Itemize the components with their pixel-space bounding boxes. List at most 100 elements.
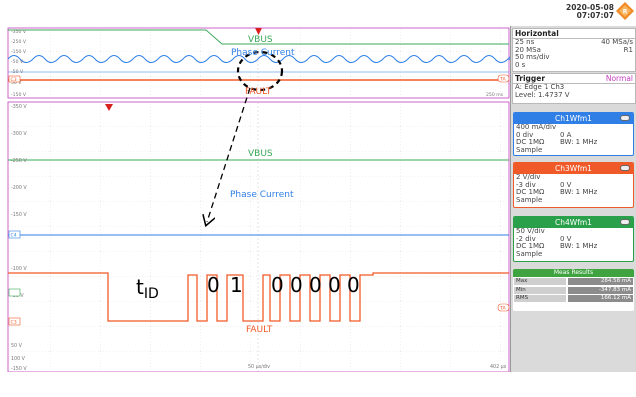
trigger-mode: Normal bbox=[605, 74, 633, 83]
zoom-right-label: 250 ms bbox=[486, 92, 504, 98]
ch1-row: 0 div 0 A bbox=[514, 130, 633, 140]
zoom-y-label: -50 V bbox=[11, 69, 24, 75]
horizontal-row: 0 s bbox=[513, 60, 635, 70]
ch4-row: Sample bbox=[514, 249, 633, 259]
meas-title: Meas Results bbox=[553, 269, 594, 276]
bit-2: 0 bbox=[271, 273, 284, 297]
x-center-label: 50 µs/div bbox=[248, 364, 270, 370]
main-y-label: -350 V bbox=[11, 104, 27, 110]
ch4-val: Sample bbox=[516, 249, 543, 258]
zoom-c3-marker-label: C3 bbox=[11, 77, 17, 83]
vbus-label: VBUS bbox=[248, 149, 273, 159]
h-left: 0 s bbox=[515, 60, 526, 69]
ch4-toggle-icon[interactable] bbox=[620, 219, 630, 225]
bit-0: 0 bbox=[207, 273, 220, 297]
zoom-y-axis-labels: -350 V -250 V -150 V -50 V -50 V 50 V -1… bbox=[11, 29, 27, 98]
h-left: 50 ms/div bbox=[515, 53, 550, 62]
ch1-val: Sample bbox=[516, 145, 543, 154]
bit-3: 0 bbox=[290, 273, 303, 297]
x-right-label: 402 µs bbox=[490, 364, 507, 370]
zoom-y-label: -350 V bbox=[11, 29, 27, 35]
main-y-label: -100 V bbox=[11, 266, 27, 272]
zoom-y-label: -150 V bbox=[11, 49, 27, 55]
meas-value: 284.58 mA bbox=[568, 278, 633, 285]
ch1-val: DC 1MΩ bbox=[516, 138, 545, 147]
h-left: 25 ns bbox=[515, 38, 535, 47]
main-window[interactable]: VBUS Phase Current FAULT tID 0 1 0 0 0 0… bbox=[7, 87, 510, 372]
ch3-val: Sample bbox=[516, 195, 543, 204]
meas-row: RMS 166.12 mA bbox=[514, 295, 633, 303]
datetime: 2020-05-08 07:07:07 bbox=[566, 4, 614, 20]
meas-results-box[interactable]: Meas Results Max 284.58 mA Min -347.83 mA … bbox=[513, 269, 634, 311]
zoom-ta-marker[interactable] bbox=[497, 74, 510, 83]
meas-key: Min bbox=[514, 286, 566, 294]
c3-marker-label: C3 bbox=[11, 320, 17, 326]
main-trigger-marker bbox=[105, 104, 113, 111]
meas-row: Max 284.58 mA bbox=[514, 278, 633, 286]
meas-row: Min -347.83 mA bbox=[514, 286, 633, 295]
trigger-title: Trigger Normal bbox=[513, 74, 635, 85]
ch3-row: 2 V/div bbox=[514, 173, 633, 182]
main-y-label: -150 V bbox=[11, 212, 27, 218]
ch1-val2: 0 A bbox=[560, 130, 572, 139]
ch3-val: -3 div bbox=[516, 180, 536, 189]
zoom-arrow bbox=[207, 87, 251, 222]
trigger-box[interactable]: Trigger Normal A: Edge ⮧ Ch3 Level: 1.473… bbox=[512, 73, 636, 104]
zoom-ta-marker-label: TA bbox=[499, 77, 506, 83]
c3-marker[interactable] bbox=[8, 317, 21, 326]
ch3-row: -3 div 0 V bbox=[514, 180, 633, 190]
fault-trace bbox=[8, 272, 509, 322]
ch4-val: DC 1MΩ bbox=[516, 242, 545, 251]
zoom-y-label: -150 V bbox=[11, 92, 27, 98]
main-y-label: -200 V bbox=[11, 185, 27, 191]
ch1-toggle-icon[interactable] bbox=[620, 115, 630, 121]
ch1-box[interactable]: Ch1Wfm1 400 mA/div 0 div 0 A DC 1MΩ BW: 1 … bbox=[513, 112, 634, 156]
zoom-vbus-trace bbox=[8, 29, 509, 45]
settings-panel: Horizontal 25 ns 40 MSa/s 20 MSa R1 50 ms/… bbox=[510, 26, 636, 372]
ch4-title: Ch4Wfm1 bbox=[555, 218, 592, 227]
ta-marker[interactable] bbox=[497, 303, 510, 312]
waveform-display[interactable]: VBUS Phase Current FAULT -350 V -250 V -… bbox=[0, 26, 510, 372]
bit-4: 0 bbox=[309, 273, 322, 297]
bit-5: 0 bbox=[328, 273, 341, 297]
horizontal-row: 50 ms/div bbox=[513, 54, 635, 62]
ch3-header: Ch3Wfm1 bbox=[514, 163, 633, 174]
zoom-phase-label: Phase Current bbox=[231, 48, 295, 58]
tid-main: t bbox=[136, 275, 144, 299]
horizontal-box[interactable]: Horizontal 25 ns 40 MSa/s 20 MSa R1 50 ms/… bbox=[512, 28, 636, 72]
ch3-val: 2 V/div bbox=[516, 173, 541, 181]
main-y-label: 100 V bbox=[11, 356, 26, 362]
date-text: 2020-05-08 bbox=[566, 3, 614, 12]
h-right: 40 MSa/s bbox=[601, 38, 633, 47]
c1-marker[interactable] bbox=[8, 288, 21, 297]
bottom-bar bbox=[0, 372, 636, 397]
zoom-y-label: -50 V bbox=[11, 59, 24, 65]
ch3-toggle-icon[interactable] bbox=[620, 165, 630, 171]
meas-value: 166.12 mA bbox=[568, 295, 633, 303]
highlight-ellipse bbox=[236, 50, 284, 92]
main-y-label: -250 V bbox=[11, 158, 27, 164]
ch3-row: DC 1MΩ BW: 1 MHz bbox=[514, 188, 633, 197]
tid-sub: ID bbox=[144, 286, 159, 302]
c4-marker[interactable] bbox=[8, 230, 21, 239]
zoom-y-label: 50 V bbox=[11, 80, 22, 86]
phase-current-label: Phase Current bbox=[230, 190, 294, 200]
zoom-window[interactable]: VBUS Phase Current FAULT -350 V -250 V -… bbox=[7, 27, 510, 99]
trigger-level: Level: 1.4737 V bbox=[515, 90, 570, 99]
main-y-label: 50 V bbox=[11, 343, 23, 349]
horizontal-row: 20 MSa R1 bbox=[513, 46, 635, 55]
ch3-box[interactable]: Ch3Wfm1 2 V/div -3 div 0 V DC 1MΩ BW: 1 MH… bbox=[513, 162, 634, 208]
ch3-val2: 0 V bbox=[560, 180, 572, 189]
ch3-val: DC 1MΩ bbox=[516, 188, 545, 197]
ch3-val2: BW: 1 MHz bbox=[560, 188, 598, 197]
rs-logo-icon: R bbox=[616, 2, 634, 20]
zoom-y-label: -250 V bbox=[11, 39, 27, 45]
time-text: 07:07:07 bbox=[576, 11, 614, 20]
top-bar: 2020-05-08 07:07:07 R bbox=[0, 0, 636, 26]
ch4-row: 50 V/div bbox=[514, 227, 633, 236]
ch4-box[interactable]: Ch4Wfm1 50 V/div -2 div 0 V DC 1MΩ BW: 1 M… bbox=[513, 216, 634, 262]
horizontal-row: 25 ns 40 MSa/s bbox=[513, 38, 635, 47]
zoom-c3-marker[interactable] bbox=[8, 75, 21, 83]
ch4-header: Ch4Wfm1 bbox=[514, 217, 633, 228]
